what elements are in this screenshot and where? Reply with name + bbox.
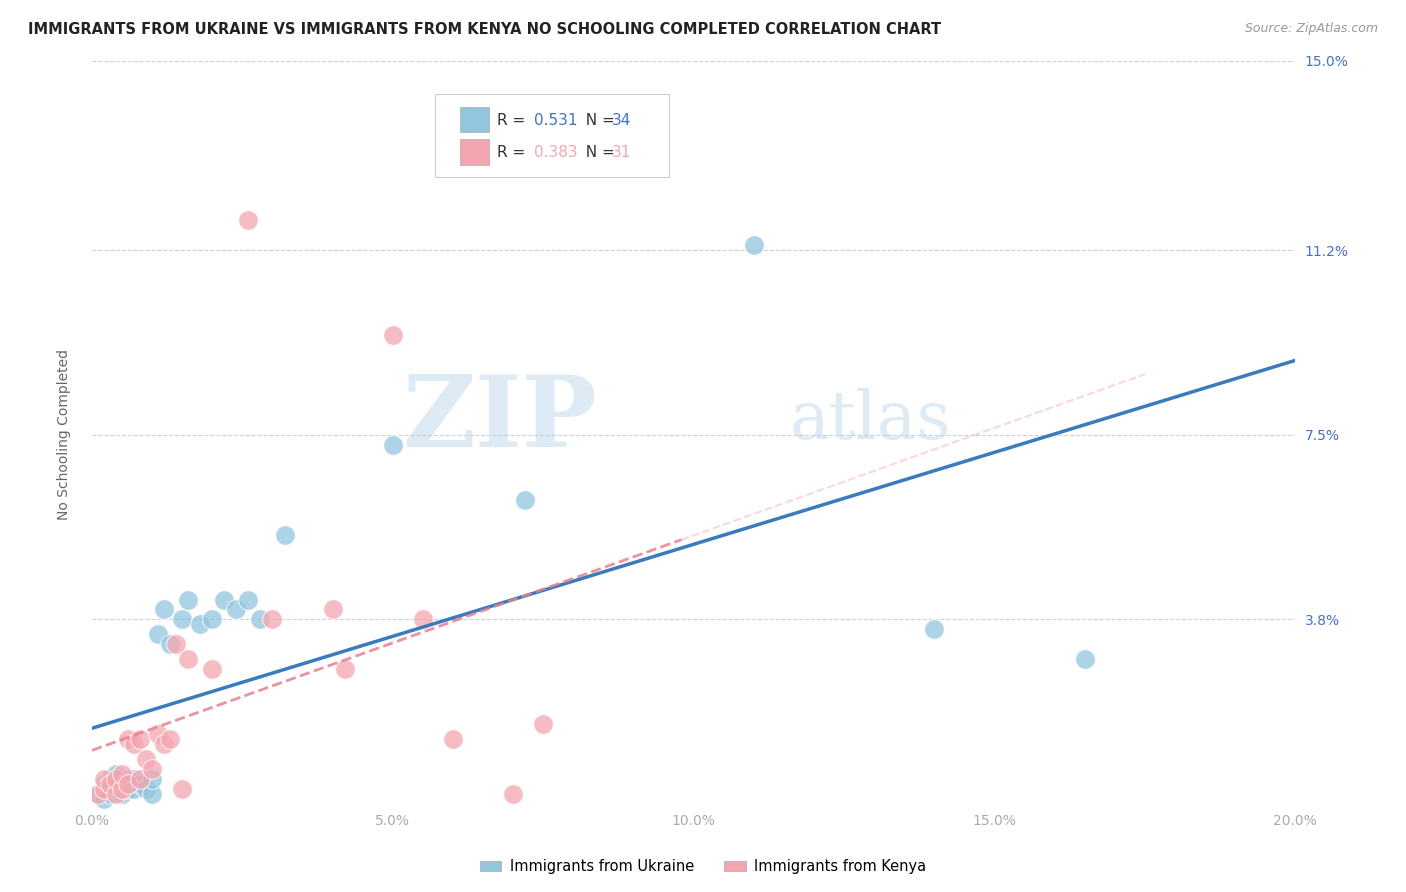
Point [111,787,134,801]
Point [188,617,211,632]
FancyBboxPatch shape [460,107,489,133]
Point [105,772,128,786]
Point [117,732,139,747]
Point [742,238,765,252]
Point [322,602,344,616]
Point [129,777,152,791]
Point [105,787,128,801]
Point [98,777,121,791]
Point [129,732,152,747]
Point [177,652,200,666]
Point [122,772,145,786]
Point [172,782,194,797]
Text: ZIP: ZIP [402,371,598,468]
Point [111,777,134,791]
Point [153,602,176,616]
Point [177,592,200,607]
Point [273,527,295,541]
Point [135,782,157,797]
Point [225,602,247,616]
Point [141,762,163,776]
Y-axis label: No Schooling Completed: No Schooling Completed [58,350,72,520]
Point [412,612,434,626]
Point [531,717,554,731]
Point [117,772,139,786]
Point [93,777,115,791]
Text: 34: 34 [612,113,631,128]
Point [111,782,134,797]
Point [148,727,170,741]
Text: Source: ZipAtlas.com: Source: ZipAtlas.com [1244,22,1378,36]
Text: R =: R = [498,113,530,128]
Point [381,438,404,452]
Point [122,782,145,797]
Point [159,637,181,651]
Point [129,772,152,786]
Text: N =: N = [575,113,619,128]
Point [153,737,176,751]
Point [98,772,121,786]
Point [93,792,115,806]
Point [87,787,110,801]
Point [135,752,157,766]
Point [159,732,181,747]
Point [249,612,271,626]
Point [922,623,945,637]
FancyBboxPatch shape [434,95,669,177]
Point [117,777,139,791]
Text: atlas: atlas [790,387,952,452]
Point [201,662,224,676]
Point [141,772,163,786]
Point [513,492,536,507]
Point [201,612,224,626]
Point [122,737,145,751]
Point [105,767,128,781]
Point [117,782,139,797]
Point [93,772,115,786]
Text: N =: N = [575,145,619,161]
Point [111,767,134,781]
Point [333,662,356,676]
Legend: Immigrants from Ukraine, Immigrants from Kenya: Immigrants from Ukraine, Immigrants from… [474,854,932,880]
Point [214,592,236,607]
Point [105,782,128,797]
Point [98,787,121,801]
Point [441,732,464,747]
Point [381,328,404,343]
Point [262,612,284,626]
Point [141,787,163,801]
Point [502,787,524,801]
Text: 0.383: 0.383 [533,145,578,161]
Point [238,592,260,607]
Text: 0.531: 0.531 [533,113,576,128]
Point [87,787,110,801]
Point [165,637,187,651]
Point [1073,652,1095,666]
Point [93,782,115,797]
Point [148,627,170,641]
Text: R =: R = [498,145,530,161]
Point [238,213,260,227]
FancyBboxPatch shape [460,139,489,165]
Point [172,612,194,626]
Text: IMMIGRANTS FROM UKRAINE VS IMMIGRANTS FROM KENYA NO SCHOOLING COMPLETED CORRELAT: IMMIGRANTS FROM UKRAINE VS IMMIGRANTS FR… [28,22,941,37]
Text: 31: 31 [612,145,631,161]
